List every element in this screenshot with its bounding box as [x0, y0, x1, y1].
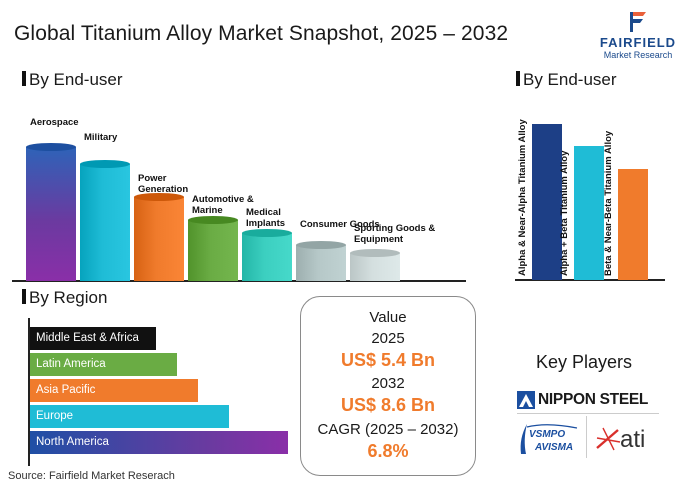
region-bar: Middle East & Africa [30, 327, 156, 350]
cagr-label: CAGR (2025 – 2032) [317, 421, 459, 438]
alloy-bar [618, 169, 648, 280]
enduser-category-label: Sporting Goods & Equipment [354, 223, 436, 245]
ati-name: ati [620, 426, 646, 453]
ati-logo: ati [592, 416, 658, 458]
alloy-bar [532, 124, 562, 280]
vsmpo-avisma-logo: VSMPO AVISMA [517, 418, 583, 458]
enduser-bar [188, 216, 238, 281]
source-note: Source: Fairfield Market Reserach [8, 470, 175, 482]
alloy-bar [574, 146, 604, 280]
alloy-category-label: Alpha + Beta Titanium Alloy [559, 150, 570, 276]
region-bar-label: North America [36, 436, 109, 448]
key-players-divider-vertical [586, 416, 587, 458]
enduser-bar-top [80, 160, 130, 168]
enduser-bar-front [296, 245, 346, 281]
enduser-bar [242, 229, 292, 281]
region-bar: Latin America [30, 353, 177, 376]
enduser-bar [296, 241, 346, 281]
fairfield-logo: FAIRFIELD Market Research [590, 10, 686, 62]
key-players-title: Key Players [536, 352, 633, 372]
region-bar: Asia Pacific [30, 379, 198, 402]
enduser-category-label: Consumer Goods [300, 219, 380, 230]
cagr-value: 6.8% [367, 441, 409, 461]
market-value-box: Value 2025 US$ 5.4 Bn 2032 US$ 8.6 Bn CA… [300, 296, 476, 476]
enduser-bar-front [242, 233, 292, 281]
enduser-bar-top [296, 241, 346, 249]
enduser-bar-top [134, 193, 184, 201]
value-heading: Value [369, 309, 407, 326]
enduser-bar-front [26, 147, 76, 281]
region-heading: By Region [22, 288, 107, 308]
alloy-axis-line [515, 279, 665, 281]
value-2032: US$ 8.6 Bn [340, 395, 436, 415]
region-bar: North America [30, 431, 288, 454]
region-bar-label: Latin America [36, 358, 106, 370]
nippon-steel-mark-icon [517, 391, 535, 409]
region-heading-text: By Region [29, 288, 108, 307]
vsmpo-swoosh-icon [520, 424, 578, 454]
enduser-bar-front [134, 197, 184, 281]
region-bar-label: Asia Pacific [36, 384, 96, 396]
enduser-category-label: Power Generation [138, 173, 189, 195]
alloy-category-label: Alpha & Near-Alpha Titanium Alloy [517, 119, 528, 276]
enduser-bar-top [242, 229, 292, 237]
enduser-bar [80, 160, 130, 281]
avisma-name: AVISMA [535, 442, 574, 453]
enduser-bar [26, 143, 76, 281]
enduser-bar [134, 193, 184, 281]
enduser-category-label: Military [84, 132, 118, 143]
region-bar: Europe [30, 405, 229, 428]
nippon-steel-name: NIPPON STEEL [538, 391, 649, 408]
region-axis-line [28, 318, 30, 466]
enduser-heading-right-text: By End-user [523, 70, 617, 89]
region-bar-label: Middle East & Africa [36, 332, 139, 344]
region-bar-label: Europe [36, 410, 74, 422]
logo-subtitle: Market Research [603, 50, 673, 60]
page-title: Global Titanium Alloy Market Snapshot, 2… [14, 22, 509, 45]
key-players-divider [517, 413, 659, 414]
ati-mark-icon [596, 427, 621, 451]
value-2025: US$ 5.4 Bn [340, 350, 436, 370]
enduser-heading-left-text: By End-user [29, 70, 123, 89]
enduser-bar-top [350, 249, 400, 257]
enduser-category-label: Medical Implants [246, 207, 286, 229]
value-year-2032: 2032 [371, 375, 405, 392]
fairfield-flag-icon [630, 12, 646, 32]
alloy-category-label: Beta & Near-Beta Titanium Alloy [603, 130, 614, 276]
logo-name: FAIRFIELD [599, 35, 677, 50]
enduser-bar-front [188, 220, 238, 281]
value-year-2025: 2025 [371, 330, 405, 347]
enduser-bar-front [350, 253, 400, 281]
enduser-axis-line [12, 280, 466, 282]
enduser-bar [350, 249, 400, 281]
enduser-bar-top [26, 143, 76, 151]
vsmpo-name: VSMPO [529, 429, 566, 440]
enduser-bar-top [188, 216, 238, 224]
enduser-heading-left: By End-user [22, 70, 123, 90]
enduser-heading-right: By End-user [516, 70, 617, 90]
enduser-category-label: Automotive & Marine [192, 194, 254, 216]
enduser-bar-front [80, 164, 130, 281]
enduser-category-label: Aerospace [30, 117, 79, 128]
nippon-steel-logo: NIPPON STEEL [517, 389, 659, 411]
